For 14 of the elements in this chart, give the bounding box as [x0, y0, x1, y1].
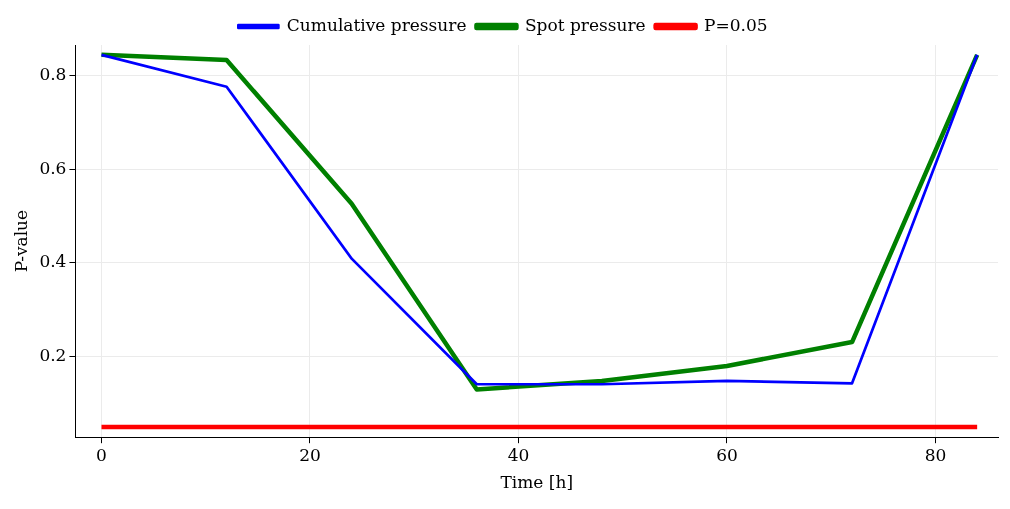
x-tick-label: 80 — [924, 444, 947, 465]
x-tick-label: 60 — [716, 444, 738, 465]
x-tick-label: 0 — [96, 444, 107, 465]
legend-label: P=0.05 — [704, 14, 768, 35]
y-tick-label: 0.6 — [39, 157, 67, 178]
y-axis-title: P-value — [10, 209, 31, 273]
y-tick-label: 0.4 — [39, 251, 67, 272]
legend-label: Cumulative pressure — [286, 14, 467, 35]
x-tick-label: 20 — [299, 444, 321, 465]
x-axis-title: Time [h] — [500, 472, 574, 493]
legend-label: Spot pressure — [524, 14, 646, 35]
y-tick-label: 0.2 — [39, 345, 67, 366]
y-tick-label: 0.8 — [39, 63, 67, 84]
x-tick-label: 40 — [507, 444, 530, 465]
